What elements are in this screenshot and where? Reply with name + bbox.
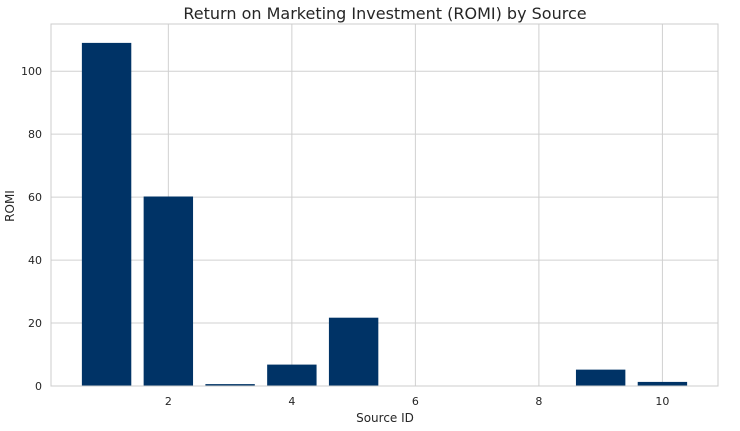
x-tick-label: 2 xyxy=(165,395,172,408)
y-tick-label: 40 xyxy=(28,254,42,267)
x-axis-label: Source ID xyxy=(356,411,414,425)
x-tick-labels: 2 4 6 8 10 xyxy=(165,395,670,408)
y-tick-label: 20 xyxy=(28,317,42,330)
bar-source-9 xyxy=(575,369,626,386)
bar-source-10 xyxy=(637,381,688,386)
x-tick-label: 8 xyxy=(535,395,542,408)
bar-source-1 xyxy=(81,42,132,386)
bars xyxy=(81,42,688,386)
y-tick-label: 0 xyxy=(35,380,42,393)
y-tick-label: 80 xyxy=(28,128,42,141)
y-tick-labels: 0 20 40 60 80 100 xyxy=(21,65,42,393)
bar-source-2 xyxy=(143,196,194,386)
y-tick-label: 60 xyxy=(28,191,42,204)
y-axis-label: ROMI xyxy=(3,190,17,222)
chart-title: Return on Marketing Investment (ROMI) by… xyxy=(183,4,586,23)
bar-source-4 xyxy=(267,364,317,386)
x-tick-label: 10 xyxy=(655,395,669,408)
x-tick-label: 4 xyxy=(288,395,295,408)
plot-frame xyxy=(50,23,719,387)
x-tick-label: 6 xyxy=(412,395,419,408)
bar-source-5 xyxy=(328,317,379,386)
y-tick-label: 100 xyxy=(21,65,42,78)
bar-source-3 xyxy=(205,384,255,386)
